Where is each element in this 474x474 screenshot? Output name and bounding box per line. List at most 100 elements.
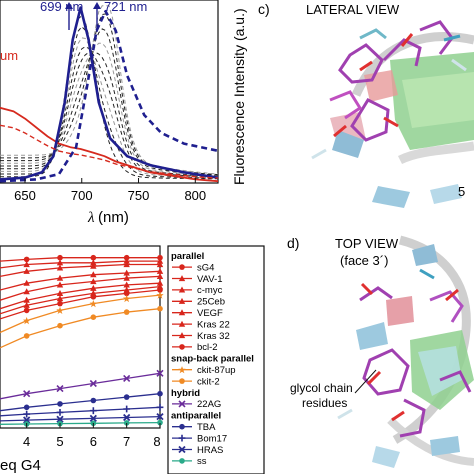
legend-entry: 22AG bbox=[172, 399, 221, 410]
legend-entry: VAV-1 bbox=[172, 274, 223, 285]
series-bcl-2 bbox=[0, 287, 163, 320]
series-point bbox=[123, 281, 130, 288]
spectra-ylabel: Fluorescence Intensity (a.u.) bbox=[231, 8, 247, 185]
series-point bbox=[56, 385, 64, 393]
series-point bbox=[90, 284, 97, 291]
legend-label: bcl-2 bbox=[197, 342, 218, 353]
legend-label: c-myc bbox=[197, 285, 223, 296]
legend-marker bbox=[179, 458, 185, 464]
series-line bbox=[0, 257, 160, 262]
series-line bbox=[0, 289, 161, 320]
series-kras-32 bbox=[0, 283, 164, 315]
peak2-arrowhead bbox=[93, 2, 101, 9]
legend-label: ss bbox=[197, 456, 207, 467]
series-point bbox=[123, 405, 131, 413]
series-line bbox=[0, 294, 161, 334]
legend-marker bbox=[178, 445, 186, 454]
series-point bbox=[123, 257, 130, 264]
spectra-tick-label-800: 800 bbox=[184, 188, 206, 203]
dashed-curve-8 bbox=[0, 13, 219, 176]
legend-label: Kras 32 bbox=[197, 331, 230, 342]
series-point bbox=[23, 410, 31, 418]
dashed-curve-7 bbox=[0, 28, 219, 176]
series-point bbox=[23, 261, 30, 268]
legend-marker bbox=[178, 366, 186, 374]
series-line bbox=[0, 406, 161, 417]
fluorescence-spectra-plot: 699 nm 721 nm um 650 700 750 800 λ (nm) Flu… bbox=[0, 0, 247, 226]
titration-tick-label-4: 4 bbox=[23, 434, 30, 449]
legend-marker bbox=[178, 332, 186, 339]
legend-label: ckit-2 bbox=[197, 376, 220, 387]
series-point bbox=[157, 287, 163, 293]
series-point bbox=[89, 407, 97, 415]
legend-marker bbox=[178, 400, 186, 408]
series-point bbox=[56, 290, 64, 296]
top-molecular-rendering bbox=[337, 235, 474, 468]
red-dashed-spectrum bbox=[0, 124, 219, 179]
series-point bbox=[90, 278, 97, 285]
legend-entry: HRAS bbox=[172, 445, 223, 456]
callout-line2: residues bbox=[302, 396, 347, 410]
series-point bbox=[90, 254, 97, 261]
legend-label: ckit-87up bbox=[197, 365, 236, 376]
series-point bbox=[23, 307, 30, 314]
series-point bbox=[123, 413, 131, 422]
blue-solid-spectrum bbox=[0, 6, 219, 181]
legend-frame bbox=[167, 245, 265, 474]
titration-dashed-curves bbox=[0, 5, 219, 180]
legend-heading: antiparallel bbox=[171, 411, 221, 422]
titration-x-ticks: 4 5 6 7 8 bbox=[23, 423, 161, 449]
series-vav-1 bbox=[0, 257, 164, 269]
series-line bbox=[0, 415, 161, 422]
lateral-molecular-rendering bbox=[311, 20, 474, 208]
legend-label: TBA bbox=[197, 422, 216, 433]
series-point bbox=[56, 295, 64, 302]
panel-d-title-line1: TOP VIEW bbox=[335, 236, 399, 251]
series-ckit-2 bbox=[0, 305, 163, 349]
legend-entry: VEGF bbox=[172, 308, 223, 319]
legend-entry: ckit-2 bbox=[172, 376, 220, 387]
series-point bbox=[23, 267, 30, 274]
series-kras-22 bbox=[0, 279, 164, 310]
series-bom17 bbox=[0, 403, 164, 418]
series-tba bbox=[0, 390, 163, 412]
titration-tick-label-5: 5 bbox=[56, 434, 63, 449]
dashed-curve-1 bbox=[0, 14, 218, 180]
spectra-xlabel-unit: (nm) bbox=[98, 209, 129, 226]
series-c-myc bbox=[0, 261, 164, 278]
series-line bbox=[0, 282, 161, 310]
spectra-x-ticks: 650 700 750 800 bbox=[14, 178, 206, 203]
red-curve-label-fragment: um bbox=[0, 48, 18, 63]
series-hras bbox=[0, 413, 164, 424]
series-point bbox=[23, 288, 30, 295]
series-point bbox=[56, 264, 64, 271]
panel-c-fragment: 5 bbox=[458, 184, 465, 199]
series-point bbox=[56, 281, 64, 288]
series-point bbox=[156, 413, 164, 421]
spectra-xlabel-symbol: λ bbox=[87, 210, 95, 226]
series-line bbox=[0, 263, 160, 278]
series-point bbox=[156, 273, 164, 279]
panel-c-letter: c) bbox=[258, 1, 270, 17]
legend-entry: c-myc bbox=[172, 285, 223, 296]
dashed-curve-5 bbox=[0, 51, 219, 177]
series-point bbox=[156, 279, 164, 286]
legend-marker bbox=[178, 297, 186, 304]
series-line bbox=[0, 270, 161, 291]
legend-marker bbox=[179, 264, 185, 270]
series-point bbox=[23, 404, 30, 411]
series-point bbox=[89, 414, 97, 422]
titration-tick-label-6: 6 bbox=[90, 434, 97, 449]
peak2-label: 721 nm bbox=[104, 0, 147, 14]
series-point bbox=[156, 267, 164, 274]
series-point bbox=[157, 390, 163, 397]
blue-dashed-spectrum bbox=[0, 9, 219, 183]
dashed-curve-4 bbox=[0, 46, 219, 178]
series-point bbox=[123, 394, 130, 400]
series-point bbox=[156, 403, 164, 411]
series-point bbox=[23, 333, 30, 339]
series-point bbox=[23, 296, 30, 303]
series-point bbox=[23, 256, 30, 263]
dashed-curve-6 bbox=[0, 42, 219, 177]
